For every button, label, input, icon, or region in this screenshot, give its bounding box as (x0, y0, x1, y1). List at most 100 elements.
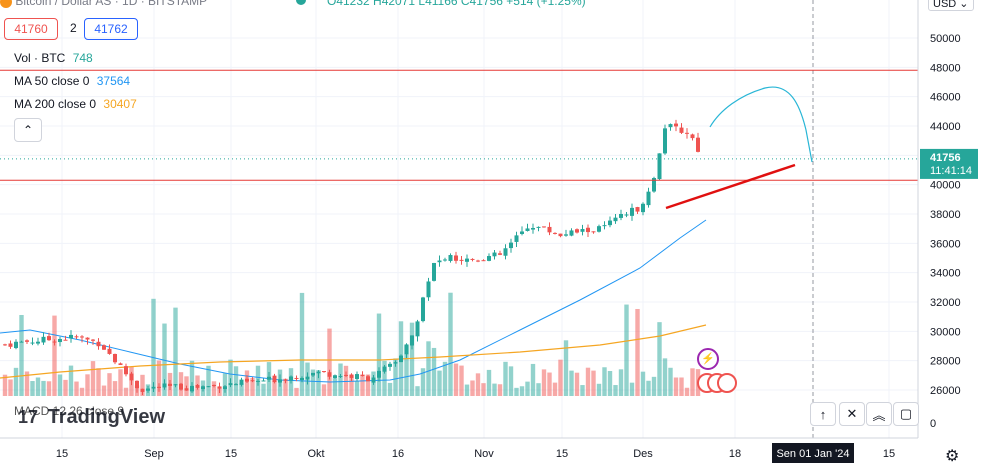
currency-button[interactable]: USD ⌄ (928, 0, 974, 11)
candle-body (657, 153, 662, 180)
volume-bar (668, 367, 673, 396)
volume-bar (112, 381, 118, 396)
volume-bar (673, 377, 679, 396)
candle-body (569, 230, 574, 236)
candle-body (195, 384, 200, 388)
candle-body (25, 340, 29, 342)
candle-body (349, 374, 354, 378)
close-pane-button[interactable]: ✕ (839, 402, 865, 426)
volume-bar (250, 377, 255, 396)
candle-body (525, 228, 530, 231)
candle-body (245, 378, 249, 382)
price-tick-label: 48000 (930, 62, 961, 74)
gear-icon[interactable]: ⚙ (945, 448, 960, 465)
economic-events-icon[interactable] (697, 373, 737, 396)
volume-bar (580, 385, 585, 396)
candle-body (47, 336, 51, 341)
candle-body (432, 262, 436, 281)
candle-body (124, 366, 128, 375)
volume-bar (376, 313, 382, 396)
candle-body (184, 388, 189, 391)
candle-body (619, 214, 623, 218)
volume-bar (558, 359, 563, 396)
candle-body (316, 371, 321, 374)
volume-bar (107, 373, 112, 396)
candle-body (344, 374, 348, 376)
currency-label: USD (933, 0, 957, 10)
volume-bar (222, 373, 228, 396)
sell-button[interactable]: 41760 (4, 18, 58, 40)
ohlc-readout: O41232 H42071 L41166 C41756 +514 (+1.25%… (327, 0, 586, 8)
volume-bar (68, 365, 74, 396)
projection-curve (709, 86, 813, 163)
candle-body (487, 256, 491, 261)
volume-bar (662, 358, 668, 396)
candle-body (80, 336, 84, 338)
volume-bar (635, 308, 640, 396)
maximize-pane-button[interactable]: ▢ (893, 402, 919, 426)
volume-bar (283, 378, 288, 396)
candle-body (278, 379, 282, 383)
volume-bar (57, 374, 63, 396)
expand-pane-button[interactable]: ︽ (866, 402, 892, 426)
volume-bar (74, 381, 79, 396)
candle-body (217, 386, 222, 389)
volume-bar (332, 378, 338, 396)
price-tick-label: 28000 (930, 356, 961, 368)
candle-body (327, 372, 332, 377)
candle-body (52, 341, 57, 343)
ma200-legend[interactable]: MA 200 close 0 30407 (14, 97, 137, 111)
time-tick-label: 16 (392, 448, 404, 460)
candle-body (311, 372, 315, 376)
candle-body (30, 342, 35, 344)
last-price-label: 41756 (930, 152, 961, 164)
volume-bar (420, 368, 426, 396)
tradingview-logo-icon: 17 (18, 407, 39, 427)
candle-body (492, 252, 497, 257)
tradingview-logo-text: TradingView (47, 406, 166, 428)
candle-body (96, 341, 101, 347)
volume-bar (206, 365, 211, 396)
price-axis (918, 0, 987, 468)
volume-bar (525, 381, 530, 396)
volume-bar (514, 387, 519, 396)
symbol-header[interactable]: Bitcoin / Dollar AS · 1D · BITSTAMP (0, 0, 207, 8)
buy-button[interactable]: 41762 (84, 18, 138, 40)
lightning-event-icon[interactable]: ⚡ (697, 348, 719, 370)
volume-bar (640, 371, 646, 396)
price-tick-label: 46000 (930, 92, 961, 104)
candle-body (597, 226, 601, 232)
candle-body (190, 385, 194, 392)
candle-body (113, 353, 117, 363)
macd-legend[interactable]: MACD 12 26 close 9 (14, 404, 125, 418)
volume-bar (464, 384, 470, 396)
volume-bar (294, 387, 299, 396)
ma50-legend[interactable]: MA 50 close 0 37564 (14, 74, 130, 88)
candle-body (531, 227, 535, 230)
collapse-legend-button[interactable]: ⌃ (14, 118, 42, 142)
countdown-label: 11:41:14 (930, 165, 972, 177)
ma200-value: 30407 (103, 97, 137, 111)
candle-body (476, 260, 480, 262)
candle-body (107, 348, 112, 354)
candle-body (608, 220, 612, 226)
volume-bar (453, 363, 459, 396)
volume-bar (354, 381, 360, 396)
volume-bar (497, 384, 503, 396)
volume-legend[interactable]: Vol · BTC 748 (14, 51, 93, 65)
scroll-to-latest-button[interactable]: ↑ (810, 402, 836, 426)
volume-bar (228, 359, 233, 396)
candle-body (267, 376, 271, 380)
candle-body (520, 231, 524, 234)
candle-body (14, 341, 18, 349)
volume-bar (437, 370, 442, 396)
price-tick-label: 40000 (930, 180, 961, 192)
candle-body (234, 384, 238, 386)
chevrons-icon: ︽ (872, 407, 886, 423)
candle-body (305, 376, 310, 380)
volume-bar (481, 383, 486, 396)
time-tick-label: 15 (556, 448, 568, 460)
candle-body (641, 203, 645, 213)
